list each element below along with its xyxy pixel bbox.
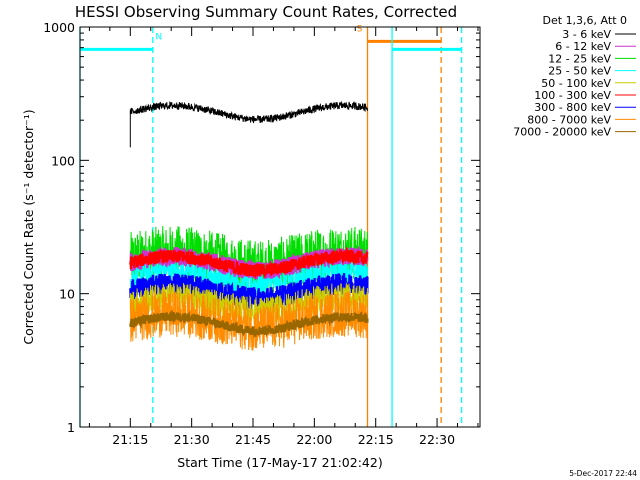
axes: 1 10 100 1000 21:15 21:30 21:45 22:00 22:15 22:30 [43,20,480,447]
x-tick-label-1: 21:15 [112,432,148,447]
marker-saa-2: S [357,24,442,427]
y-tick-label-4: 1000 [43,20,75,35]
marker-night-1: N [79,27,162,427]
legend-label-3: 12 - 25 keV [548,52,611,65]
legend-label-4: 25 - 50 keV [548,65,611,78]
x-tick-label-5: 22:15 [358,432,394,447]
x-tick-label-4: 22:00 [296,432,332,447]
y-axis-label: Corrected Count Rate (s⁻¹ detector⁻¹) [21,109,36,344]
series-line-5 [129,282,368,325]
legend-label-1: 3 - 6 keV [562,28,611,41]
legend-label-5: 50 - 100 keV [541,77,611,90]
legend-label-7: 300 - 800 keV [534,101,611,114]
legend-label-6: 100 - 300 keV [534,89,611,102]
marker-label: N [155,32,162,42]
legend-header: Det 1,3,6, Att 0 [543,14,627,27]
y-tick-label-3: 100 [51,153,75,168]
series-line-8 [129,290,368,351]
legend-label-2: 6 - 12 keV [555,40,611,53]
legend-label-9: 7000 - 20000 keV [513,126,611,139]
x-axis-label: Start Time (17-May-17 21:02:42) [177,455,382,470]
series-line-6 [129,246,369,280]
plot-frame [79,26,481,428]
x-tick-label-6: 22:30 [419,432,455,447]
x-tick-label-2: 21:30 [174,432,210,447]
series-line-9 [129,309,369,339]
y-tick-label-2: 10 [59,287,75,302]
series-line-1 [129,100,368,148]
plot-area: NS [79,24,463,427]
marker-night-3 [391,27,463,427]
footer-timestamp: 5-Dec-2017 22:44 [569,469,637,478]
legend-label-8: 800 - 7000 keV [527,113,611,126]
y-tick-label-1: 1 [67,420,75,435]
x-tick-label-3: 21:45 [235,432,271,447]
marker-label: S [357,24,363,34]
chart-title: HESSI Observing Summary Count Rates, Cor… [75,3,457,21]
